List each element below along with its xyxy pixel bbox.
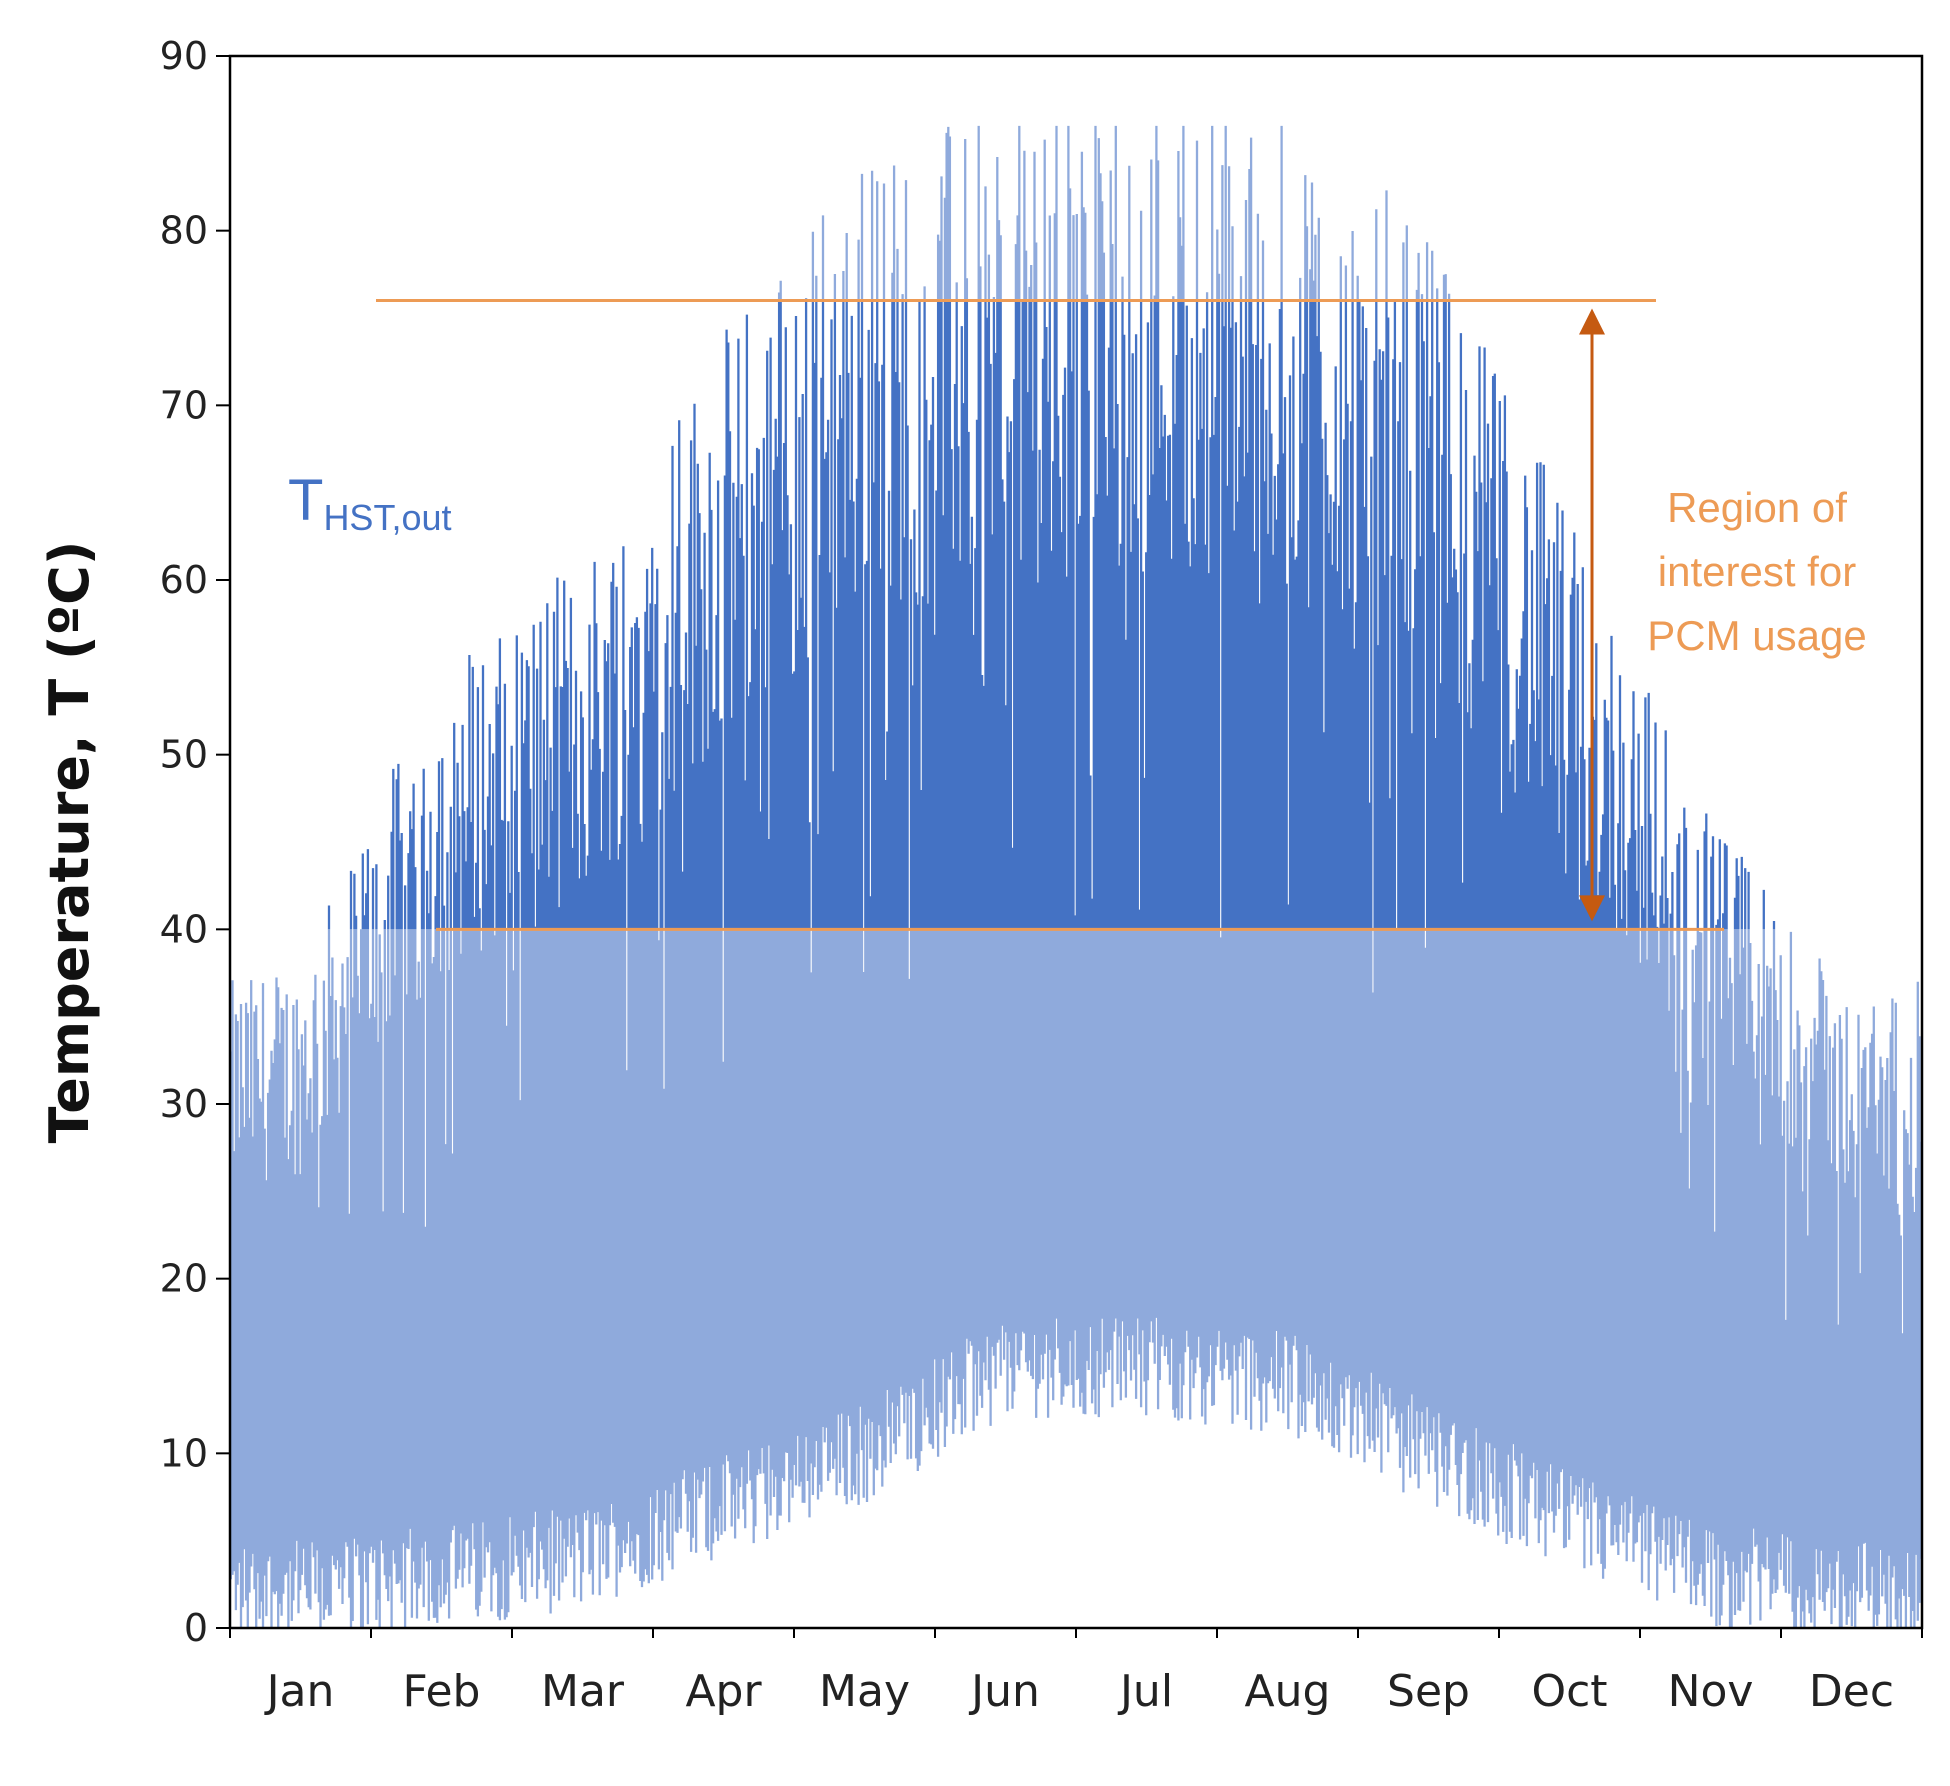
x-tick-label: Apr bbox=[685, 1666, 762, 1717]
y-tick-label: 10 bbox=[160, 1431, 208, 1475]
series-area bbox=[230, 125, 1922, 1628]
y-tick-label: 0 bbox=[184, 1606, 208, 1650]
annotation-group: Region of interest for PCM usage bbox=[1579, 308, 1867, 922]
y-axis-title: Temperature, T (ºC) bbox=[38, 541, 101, 1144]
x-tick-label: Dec bbox=[1809, 1666, 1894, 1717]
y-tick-label: 60 bbox=[160, 558, 208, 602]
x-tick-label: Nov bbox=[1668, 1666, 1754, 1717]
x-tick-label: Jan bbox=[264, 1666, 335, 1717]
x-tick-label: May bbox=[819, 1666, 910, 1717]
x-tick-label: Oct bbox=[1531, 1666, 1607, 1717]
series-label: THST,out bbox=[288, 468, 452, 538]
annotation-line: interest for bbox=[1658, 548, 1856, 595]
y-ticks: 0 10 20 30 40 50 60 70 80 90 bbox=[160, 34, 230, 1650]
range-arrow-head-up bbox=[1579, 308, 1605, 335]
x-tick-label: Mar bbox=[541, 1666, 625, 1717]
x-tick-label: Sep bbox=[1387, 1666, 1470, 1717]
y-tick-label: 80 bbox=[160, 209, 208, 253]
y-tick-label: 50 bbox=[160, 733, 208, 777]
range-arrow-head-down bbox=[1579, 895, 1605, 922]
series-dark-region bbox=[327, 300, 1776, 930]
x-tick-label: Feb bbox=[403, 1666, 481, 1717]
x-tick-label: Aug bbox=[1245, 1666, 1331, 1717]
y-tick-label: 30 bbox=[160, 1082, 208, 1126]
series-label-subscript: HST,out bbox=[323, 497, 451, 538]
y-tick-label: 40 bbox=[160, 907, 208, 951]
annotation-line: PCM usage bbox=[1647, 612, 1866, 659]
y-tick-label: 20 bbox=[160, 1257, 208, 1301]
x-tick-label: Jul bbox=[1117, 1666, 1173, 1717]
x-ticks: Jan Feb Mar Apr May Jun Jul Aug Sep Oct Nov Dec bbox=[229, 1628, 1923, 1717]
annotation-line: Region of bbox=[1667, 484, 1847, 531]
y-tick-label: 90 bbox=[160, 34, 208, 78]
threshold-lines bbox=[376, 299, 1724, 931]
series-label-main: T bbox=[288, 468, 323, 533]
plot-frame bbox=[228, 54, 1924, 1630]
y-tick-label: 70 bbox=[160, 383, 208, 427]
x-tick-label: Jun bbox=[968, 1666, 1040, 1717]
plot-border bbox=[228, 54, 1924, 1630]
